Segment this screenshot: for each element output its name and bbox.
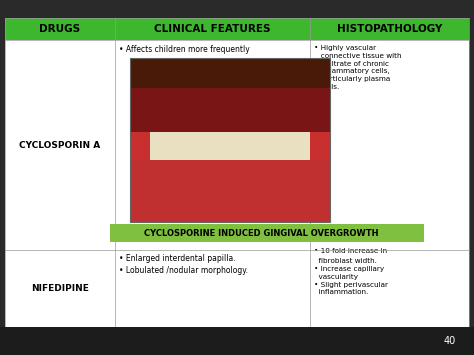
- Text: HISTOPATHOLOGY: HISTOPATHOLOGY: [337, 24, 442, 34]
- Bar: [130, 58, 330, 222]
- Text: • Enlarged interdental papilla.: • Enlarged interdental papilla.: [119, 254, 236, 263]
- Text: CYCLOSPORINE INDUCED GINGIVAL OVERGROWTH: CYCLOSPORINE INDUCED GINGIVAL OVERGROWTH: [144, 229, 378, 237]
- Bar: [310, 18, 469, 40]
- Text: • Highly vascular
   connective tissue with
   infiltrate of chronic
   inflamma: • Highly vascular connective tissue with…: [314, 45, 401, 90]
- Bar: [5, 18, 115, 40]
- Bar: [130, 160, 330, 222]
- Text: CLINICAL FEATURES: CLINICAL FEATURES: [154, 24, 271, 34]
- Bar: [130, 58, 330, 88]
- Text: • Affects children more frequently: • Affects children more frequently: [119, 45, 250, 54]
- Bar: [115, 18, 310, 40]
- Text: 40: 40: [444, 336, 456, 346]
- Text: NIFEDIPINE: NIFEDIPINE: [31, 284, 89, 293]
- Bar: [130, 58, 330, 222]
- Bar: [5, 18, 469, 327]
- Bar: [0, 327, 474, 355]
- Bar: [150, 132, 310, 160]
- Bar: [130, 88, 330, 132]
- Text: DRUGS: DRUGS: [39, 24, 81, 34]
- Text: • 10 fold increase in: • 10 fold increase in: [314, 248, 387, 254]
- Text: fibroblast width.: fibroblast width.: [314, 258, 377, 264]
- Text: • Lobulated /nodular morphology.: • Lobulated /nodular morphology.: [119, 266, 248, 275]
- Text: • Increase capillary
  vascularity
• Slight perivascular
  inflammation.: • Increase capillary vascularity • Sligh…: [314, 266, 388, 295]
- Bar: [110, 224, 425, 242]
- Text: CYCLOSPORIN A: CYCLOSPORIN A: [19, 141, 100, 149]
